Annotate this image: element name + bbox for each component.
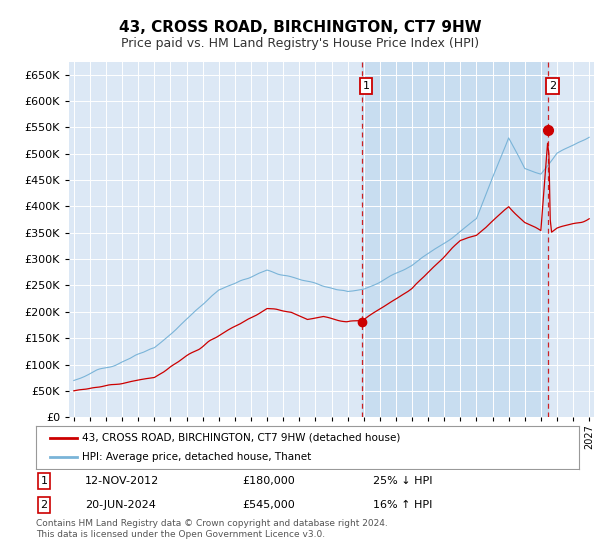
Text: 1: 1: [362, 81, 370, 91]
Text: 2: 2: [41, 500, 48, 510]
Text: Contains HM Land Registry data © Crown copyright and database right 2024.
This d: Contains HM Land Registry data © Crown c…: [36, 519, 388, 539]
Text: £180,000: £180,000: [242, 476, 295, 486]
Text: 43, CROSS ROAD, BIRCHINGTON, CT7 9HW (detached house): 43, CROSS ROAD, BIRCHINGTON, CT7 9HW (de…: [82, 433, 401, 442]
Text: 25% ↓ HPI: 25% ↓ HPI: [373, 476, 432, 486]
Text: 1: 1: [41, 476, 47, 486]
Text: 16% ↑ HPI: 16% ↑ HPI: [373, 500, 432, 510]
Bar: [362, 62, 548, 417]
Text: £545,000: £545,000: [242, 500, 295, 510]
Text: 20-JUN-2024: 20-JUN-2024: [85, 500, 156, 510]
Text: Price paid vs. HM Land Registry's House Price Index (HPI): Price paid vs. HM Land Registry's House …: [121, 37, 479, 50]
Text: 2: 2: [549, 81, 556, 91]
Text: 43, CROSS ROAD, BIRCHINGTON, CT7 9HW: 43, CROSS ROAD, BIRCHINGTON, CT7 9HW: [119, 20, 481, 35]
Text: 12-NOV-2012: 12-NOV-2012: [85, 476, 159, 486]
Text: HPI: Average price, detached house, Thanet: HPI: Average price, detached house, Than…: [82, 452, 311, 462]
